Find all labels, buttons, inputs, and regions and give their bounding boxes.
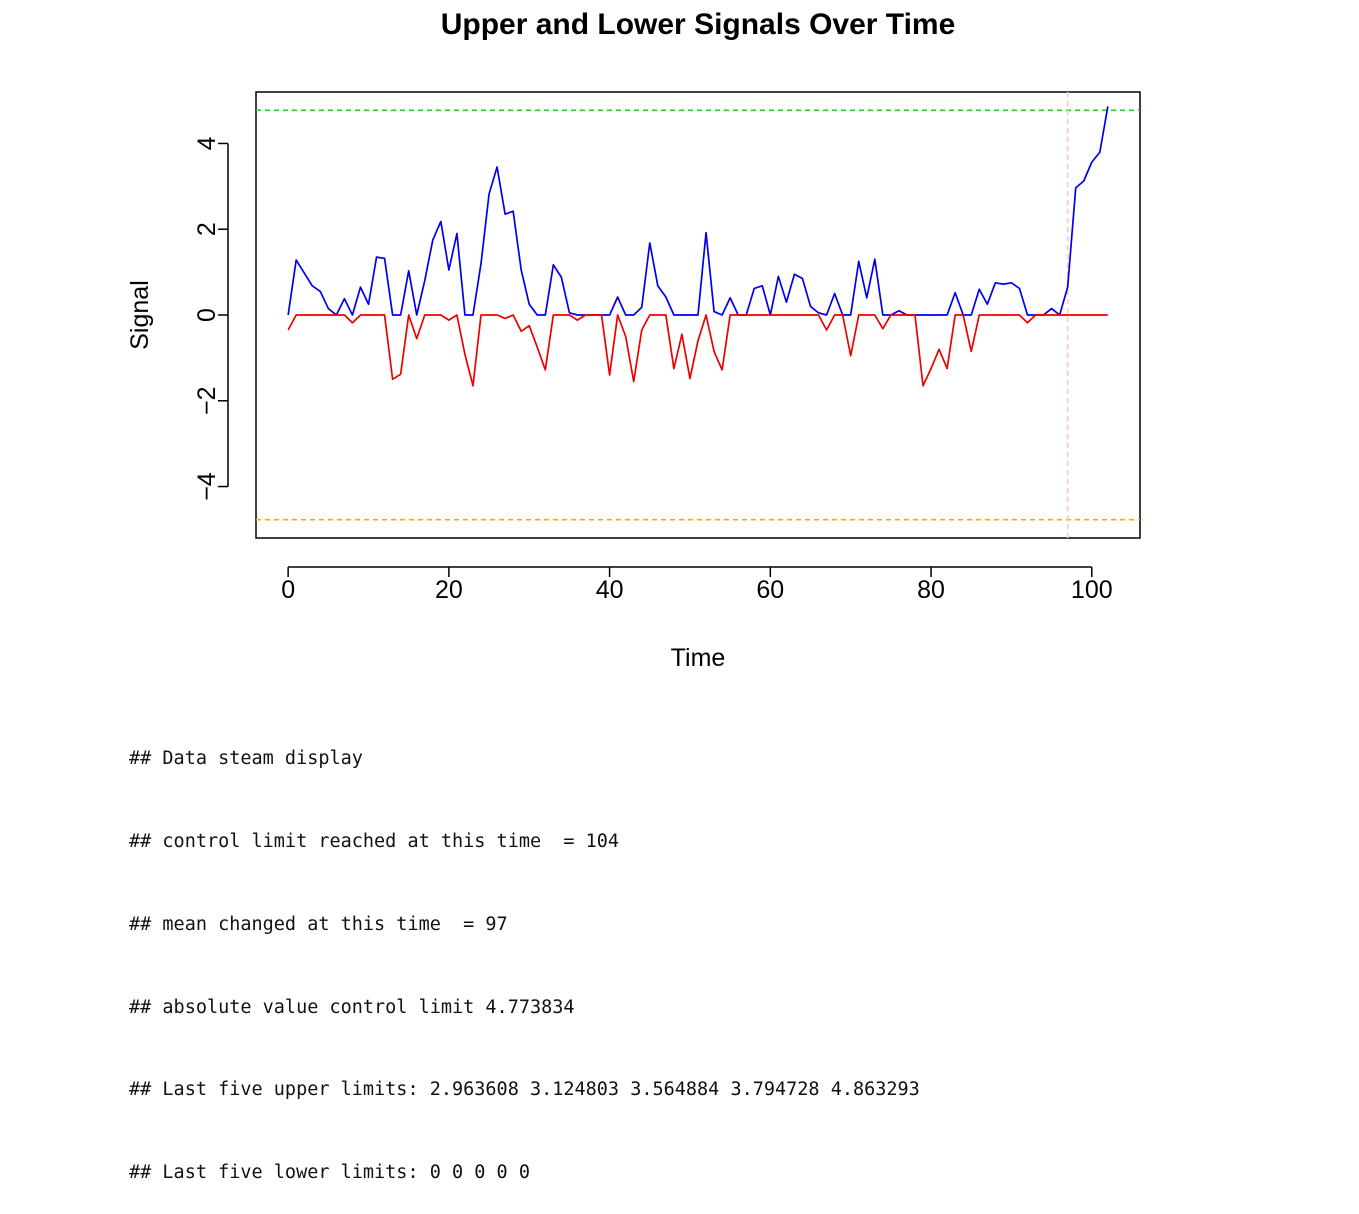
- y-tick-label: −4: [193, 472, 221, 501]
- signal-chart: Upper and Lower Signals Over Time Time S…: [126, 8, 1141, 672]
- y-axis-label: Signal: [126, 280, 154, 350]
- console-line: ## Last five lower limits: 0 0 0 0 0: [129, 1162, 530, 1184]
- x-tick-label: 20: [435, 576, 463, 604]
- y-tick-label: 4: [193, 136, 221, 150]
- upper-signal-line: [287, 106, 1109, 316]
- y-tick-label: 2: [193, 222, 221, 236]
- x-tick-label: 40: [596, 576, 624, 604]
- reference-lines: [256, 92, 1140, 538]
- console-line: ## Last five upper limits: 2.963608 3.12…: [129, 1079, 920, 1101]
- console-line: ## Data steam display: [129, 748, 363, 770]
- x-tick-label: 100: [1071, 576, 1113, 604]
- console-line: ## absolute value control limit 4.773834: [129, 996, 575, 1018]
- x-axis-label: Time: [671, 644, 726, 672]
- series-lines: [287, 106, 1109, 387]
- y-tick-label: 0: [193, 308, 221, 322]
- y-tick-label: −2: [193, 387, 221, 416]
- plot-frame: [255, 91, 1141, 539]
- console-line: ## mean changed at this time = 97: [129, 913, 508, 935]
- x-axis: 0 20 40 60 80 100: [281, 566, 1113, 604]
- lower-signal-line: [287, 314, 1108, 387]
- x-tick-label: 0: [281, 576, 295, 604]
- x-tick-label: 80: [917, 576, 945, 604]
- x-tick-label: 60: [756, 576, 784, 604]
- console-output: ## Data steam display ## control limit r…: [129, 690, 920, 1214]
- y-axis: −4 −2 0 2 4: [193, 136, 229, 501]
- chart-title: Upper and Lower Signals Over Time: [441, 8, 956, 41]
- console-line: ## control limit reached at this time = …: [129, 830, 620, 852]
